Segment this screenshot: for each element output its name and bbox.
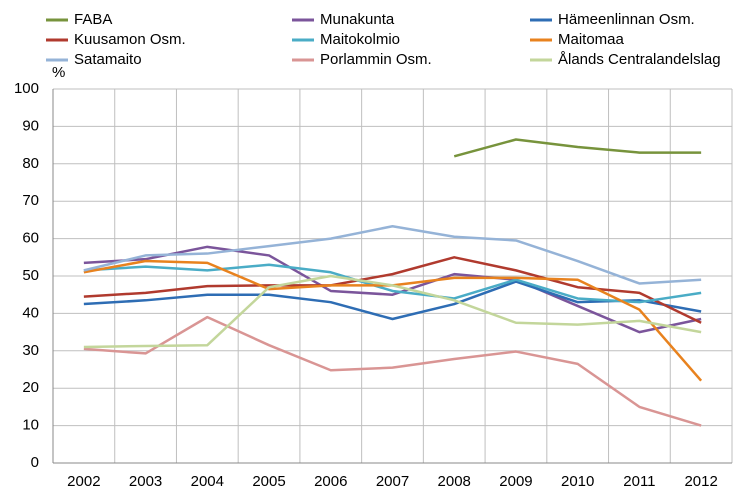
x-tick-label: 2002 [67,473,100,490]
y-tick-label: 0 [31,454,39,471]
legend-label: Maitomaa [558,31,625,48]
x-tick-label: 2004 [191,473,224,490]
x-tick-label: 2008 [438,473,471,490]
x-tick-label: 2012 [684,473,717,490]
x-tick-label: 2006 [314,473,347,490]
y-tick-label: 70 [22,192,39,209]
y-tick-label: 10 [22,417,39,434]
x-tick-label: 2005 [252,473,285,490]
x-tick-label: 2010 [561,473,594,490]
y-tick-label: 50 [22,267,39,284]
series-line [83,274,702,349]
x-tick-label: 2011 [623,473,655,490]
legend-label: Maitokolmio [320,31,400,48]
y-tick-label: 30 [22,342,39,359]
legend-label: Satamaito [74,51,142,68]
legend-label: FABA [74,11,112,28]
legend-label: Porlammin Osm. [320,51,432,68]
series-line [83,245,702,334]
y-tick-label: 60 [22,230,39,247]
y-tick-label: 40 [22,304,39,321]
y-tick-label: 90 [22,117,39,134]
legend-label: Hämeenlinnan Osm. [558,11,695,28]
series-line [83,315,702,427]
series-line [83,225,702,285]
x-tick-label: 2009 [499,473,532,490]
series-line [83,280,702,321]
y-tick-label: 100 [14,80,39,97]
y-tick-label: 80 [22,155,39,172]
legend-label: Ålands Centralandelslag [558,51,721,68]
y-tick-label: 20 [22,379,39,396]
series-line [453,138,702,158]
series-line [83,263,702,304]
x-tick-label: 2003 [129,473,162,490]
y-axis-label: % [52,64,65,81]
x-tick-label: 2007 [376,473,409,490]
legend-label: Kuusamon Osm. [74,31,186,48]
legend-label: Munakunta [320,11,395,28]
